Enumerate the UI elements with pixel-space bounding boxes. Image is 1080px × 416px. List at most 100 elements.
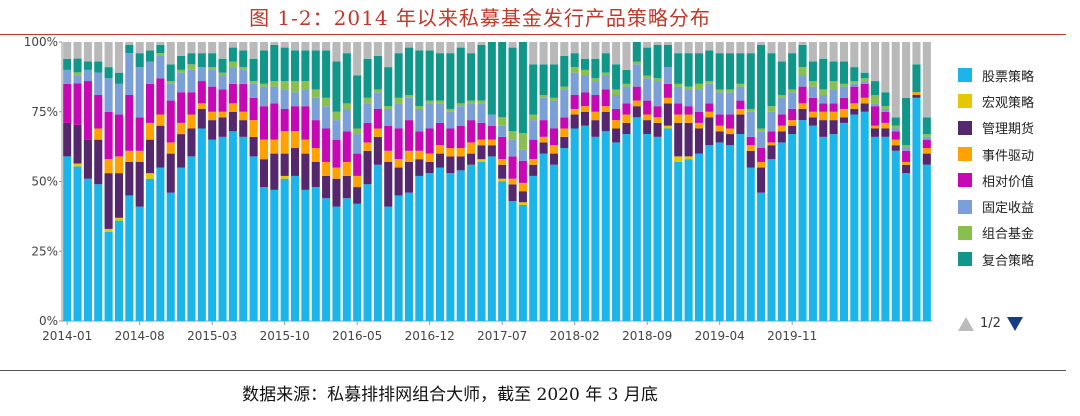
bar-segment <box>674 122 683 157</box>
bar-segment <box>850 42 859 68</box>
bar-segment <box>487 145 496 157</box>
bar-segment <box>425 153 434 162</box>
page-down-icon[interactable] <box>1006 316 1023 331</box>
bar-segment <box>83 69 92 82</box>
bar-segment <box>549 42 559 65</box>
bar-segment <box>798 108 807 121</box>
bar-segment <box>922 139 931 149</box>
bar-segment <box>270 42 279 45</box>
bar-segment <box>922 136 931 140</box>
source-note: 数据来源：私募排排网组合大师，截至 2020 年 3 月底 <box>242 385 658 405</box>
legend-item[interactable]: 固定收益 <box>958 193 1068 219</box>
bar-segment <box>881 92 890 107</box>
legend-item[interactable]: 股票策略 <box>958 62 1068 88</box>
legend-item[interactable]: 事件驱动 <box>958 141 1068 167</box>
bar-segment <box>529 120 538 140</box>
bar-segment <box>508 47 517 132</box>
bar-segment <box>353 75 362 129</box>
bar-segment <box>373 42 382 56</box>
bar-segment <box>705 81 714 84</box>
legend-swatch <box>958 94 972 109</box>
bar-segment <box>529 175 538 321</box>
bar-segment <box>259 106 269 140</box>
bar-segment <box>726 92 735 115</box>
y-tick-label: 75% <box>31 105 58 119</box>
bar-segment <box>146 42 155 51</box>
bar-segment <box>342 175 351 199</box>
bar-segment <box>187 64 196 70</box>
bar-segment <box>83 178 92 321</box>
page-up-icon[interactable] <box>958 316 974 331</box>
bar-segment <box>715 89 724 93</box>
bar-segment <box>394 167 403 196</box>
bar-segment <box>280 131 289 154</box>
bar-segment <box>425 103 434 129</box>
bar-segment <box>280 47 289 82</box>
bar-segment <box>363 184 372 321</box>
bar-segment <box>601 89 610 107</box>
bar-segment <box>539 97 548 121</box>
bar-segment <box>311 97 320 121</box>
bar-segment <box>477 103 486 123</box>
bar-segment <box>249 136 258 157</box>
bar-segment <box>73 72 82 76</box>
bar-segment <box>477 159 486 162</box>
legend-item[interactable]: 宏观策略 <box>958 88 1068 114</box>
bar-segment <box>384 206 393 321</box>
bar-segment <box>415 159 424 176</box>
bar-segment <box>746 167 755 321</box>
bar-segment <box>829 42 838 62</box>
legend-item[interactable]: 管理期货 <box>958 115 1068 141</box>
bar-segment <box>259 42 269 51</box>
bar-segment <box>415 150 424 160</box>
bar-segment <box>643 47 652 76</box>
bar-segment <box>798 120 807 322</box>
bar-segment <box>404 97 414 121</box>
bar-segment <box>404 95 414 98</box>
legend: 股票策略 宏观策略 管理期货 事件驱动 相对价值 固定收益 组合基金 复合策略 <box>958 62 1068 272</box>
legend-item[interactable]: 复合策略 <box>958 246 1068 272</box>
bar-segment <box>788 53 797 90</box>
bar-segment <box>436 42 445 54</box>
y-tick-label: 0% <box>39 314 58 328</box>
bar-segment <box>539 42 548 65</box>
bar-segment <box>560 55 569 87</box>
bar-segment <box>777 131 786 143</box>
bar-segment <box>208 69 217 87</box>
bar-segment <box>736 100 745 109</box>
legend-item[interactable]: 组合基金 <box>958 220 1068 246</box>
bar-segment <box>684 159 693 321</box>
bar-segment <box>539 64 548 96</box>
bar-segment <box>197 81 206 104</box>
bar-segment <box>436 103 445 123</box>
bar-segment <box>456 42 465 48</box>
bar-segment <box>404 42 414 48</box>
bar-segment <box>436 122 445 146</box>
bar-segment <box>94 72 103 96</box>
bar-segment <box>601 53 610 73</box>
x-tick-label: 2019-11 <box>767 329 817 343</box>
bar-segment <box>394 42 403 54</box>
bar-segment <box>632 117 641 321</box>
bar-segment <box>73 58 82 73</box>
bar-segment <box>94 61 103 73</box>
bar-segment <box>456 106 465 126</box>
legend-item[interactable]: 相对价值 <box>958 167 1068 193</box>
bar-segment <box>653 136 662 321</box>
bar-segment <box>177 92 186 123</box>
bar-segment <box>612 89 621 96</box>
bar-segment <box>839 108 849 118</box>
bar-segment <box>415 106 424 109</box>
bar-segment <box>663 42 672 45</box>
bar-segment <box>746 42 755 54</box>
bar-segment <box>73 163 82 167</box>
bar-segment <box>467 164 476 321</box>
bar-segment <box>353 203 362 321</box>
legend-swatch <box>958 120 972 135</box>
bar-segment <box>208 67 217 70</box>
bar-segment <box>322 161 331 176</box>
bar-segment <box>653 44 662 79</box>
bar-segment <box>632 86 641 101</box>
page-indicator: 1/2 <box>980 316 1001 331</box>
bar-segment <box>104 231 113 321</box>
